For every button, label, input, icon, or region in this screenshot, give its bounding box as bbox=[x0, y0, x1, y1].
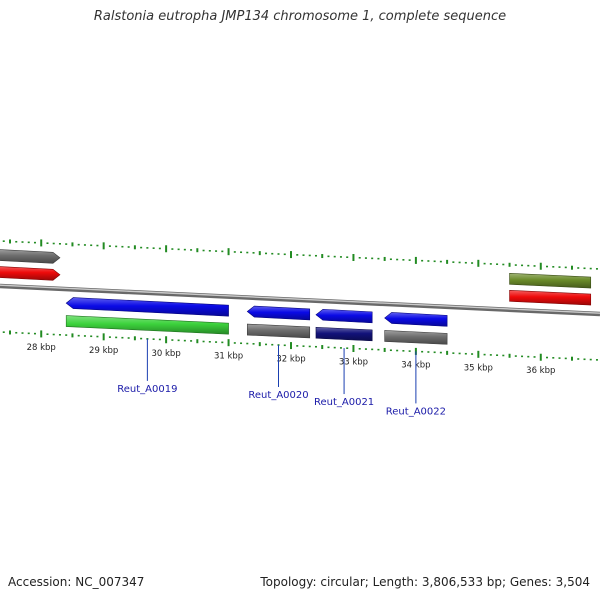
scale-label: 35 kbp bbox=[464, 363, 493, 373]
gene-label: Reut_A0019 bbox=[117, 384, 177, 395]
feature-grey-0 bbox=[0, 249, 61, 264]
scale-label: 31 kbp bbox=[214, 352, 243, 362]
scale-label: 32 kbp bbox=[276, 355, 305, 365]
gene-label: Reut_A0020 bbox=[248, 390, 308, 401]
feature-grey-5 bbox=[246, 323, 311, 339]
feature-blue-2 bbox=[65, 297, 229, 317]
backbone-line-highlight bbox=[0, 284, 600, 314]
topology-summary: Topology: circular; Length: 3,806,533 bp… bbox=[260, 575, 590, 589]
gene-label: Reut_A0021 bbox=[314, 397, 374, 408]
scale-ticks bbox=[2, 239, 598, 361]
scale-label: 33 kbp bbox=[339, 357, 368, 367]
feature-red-1 bbox=[0, 266, 61, 281]
accession-text: Accession: NC_007347 bbox=[8, 575, 145, 589]
feature-blue-8 bbox=[384, 312, 448, 327]
feature-blue-6 bbox=[315, 308, 373, 324]
feature-tracks bbox=[0, 249, 592, 345]
feature-green-3 bbox=[65, 315, 229, 335]
feature-olive-10 bbox=[509, 272, 592, 289]
scale-label: 36 kbp bbox=[526, 366, 555, 376]
scale-label: 28 kbp bbox=[27, 343, 56, 353]
scale-label: 30 kbp bbox=[151, 349, 180, 359]
backbone-line-outer bbox=[0, 283, 600, 317]
feature-blue-4 bbox=[246, 305, 311, 321]
feature-red-11 bbox=[509, 289, 592, 306]
scale-label: 29 kbp bbox=[89, 346, 118, 356]
feature-grey-9 bbox=[384, 330, 448, 345]
gene-label: Reut_A0022 bbox=[386, 406, 446, 417]
feature-navy-7 bbox=[315, 326, 373, 342]
map-title: Ralstonia eutropha JMP134 chromosome 1, … bbox=[93, 9, 507, 24]
gene-labels: Reut_A0019 Reut_A0020 Reut_A0021 Reut_A0022 bbox=[117, 338, 446, 417]
backbone bbox=[0, 283, 600, 317]
